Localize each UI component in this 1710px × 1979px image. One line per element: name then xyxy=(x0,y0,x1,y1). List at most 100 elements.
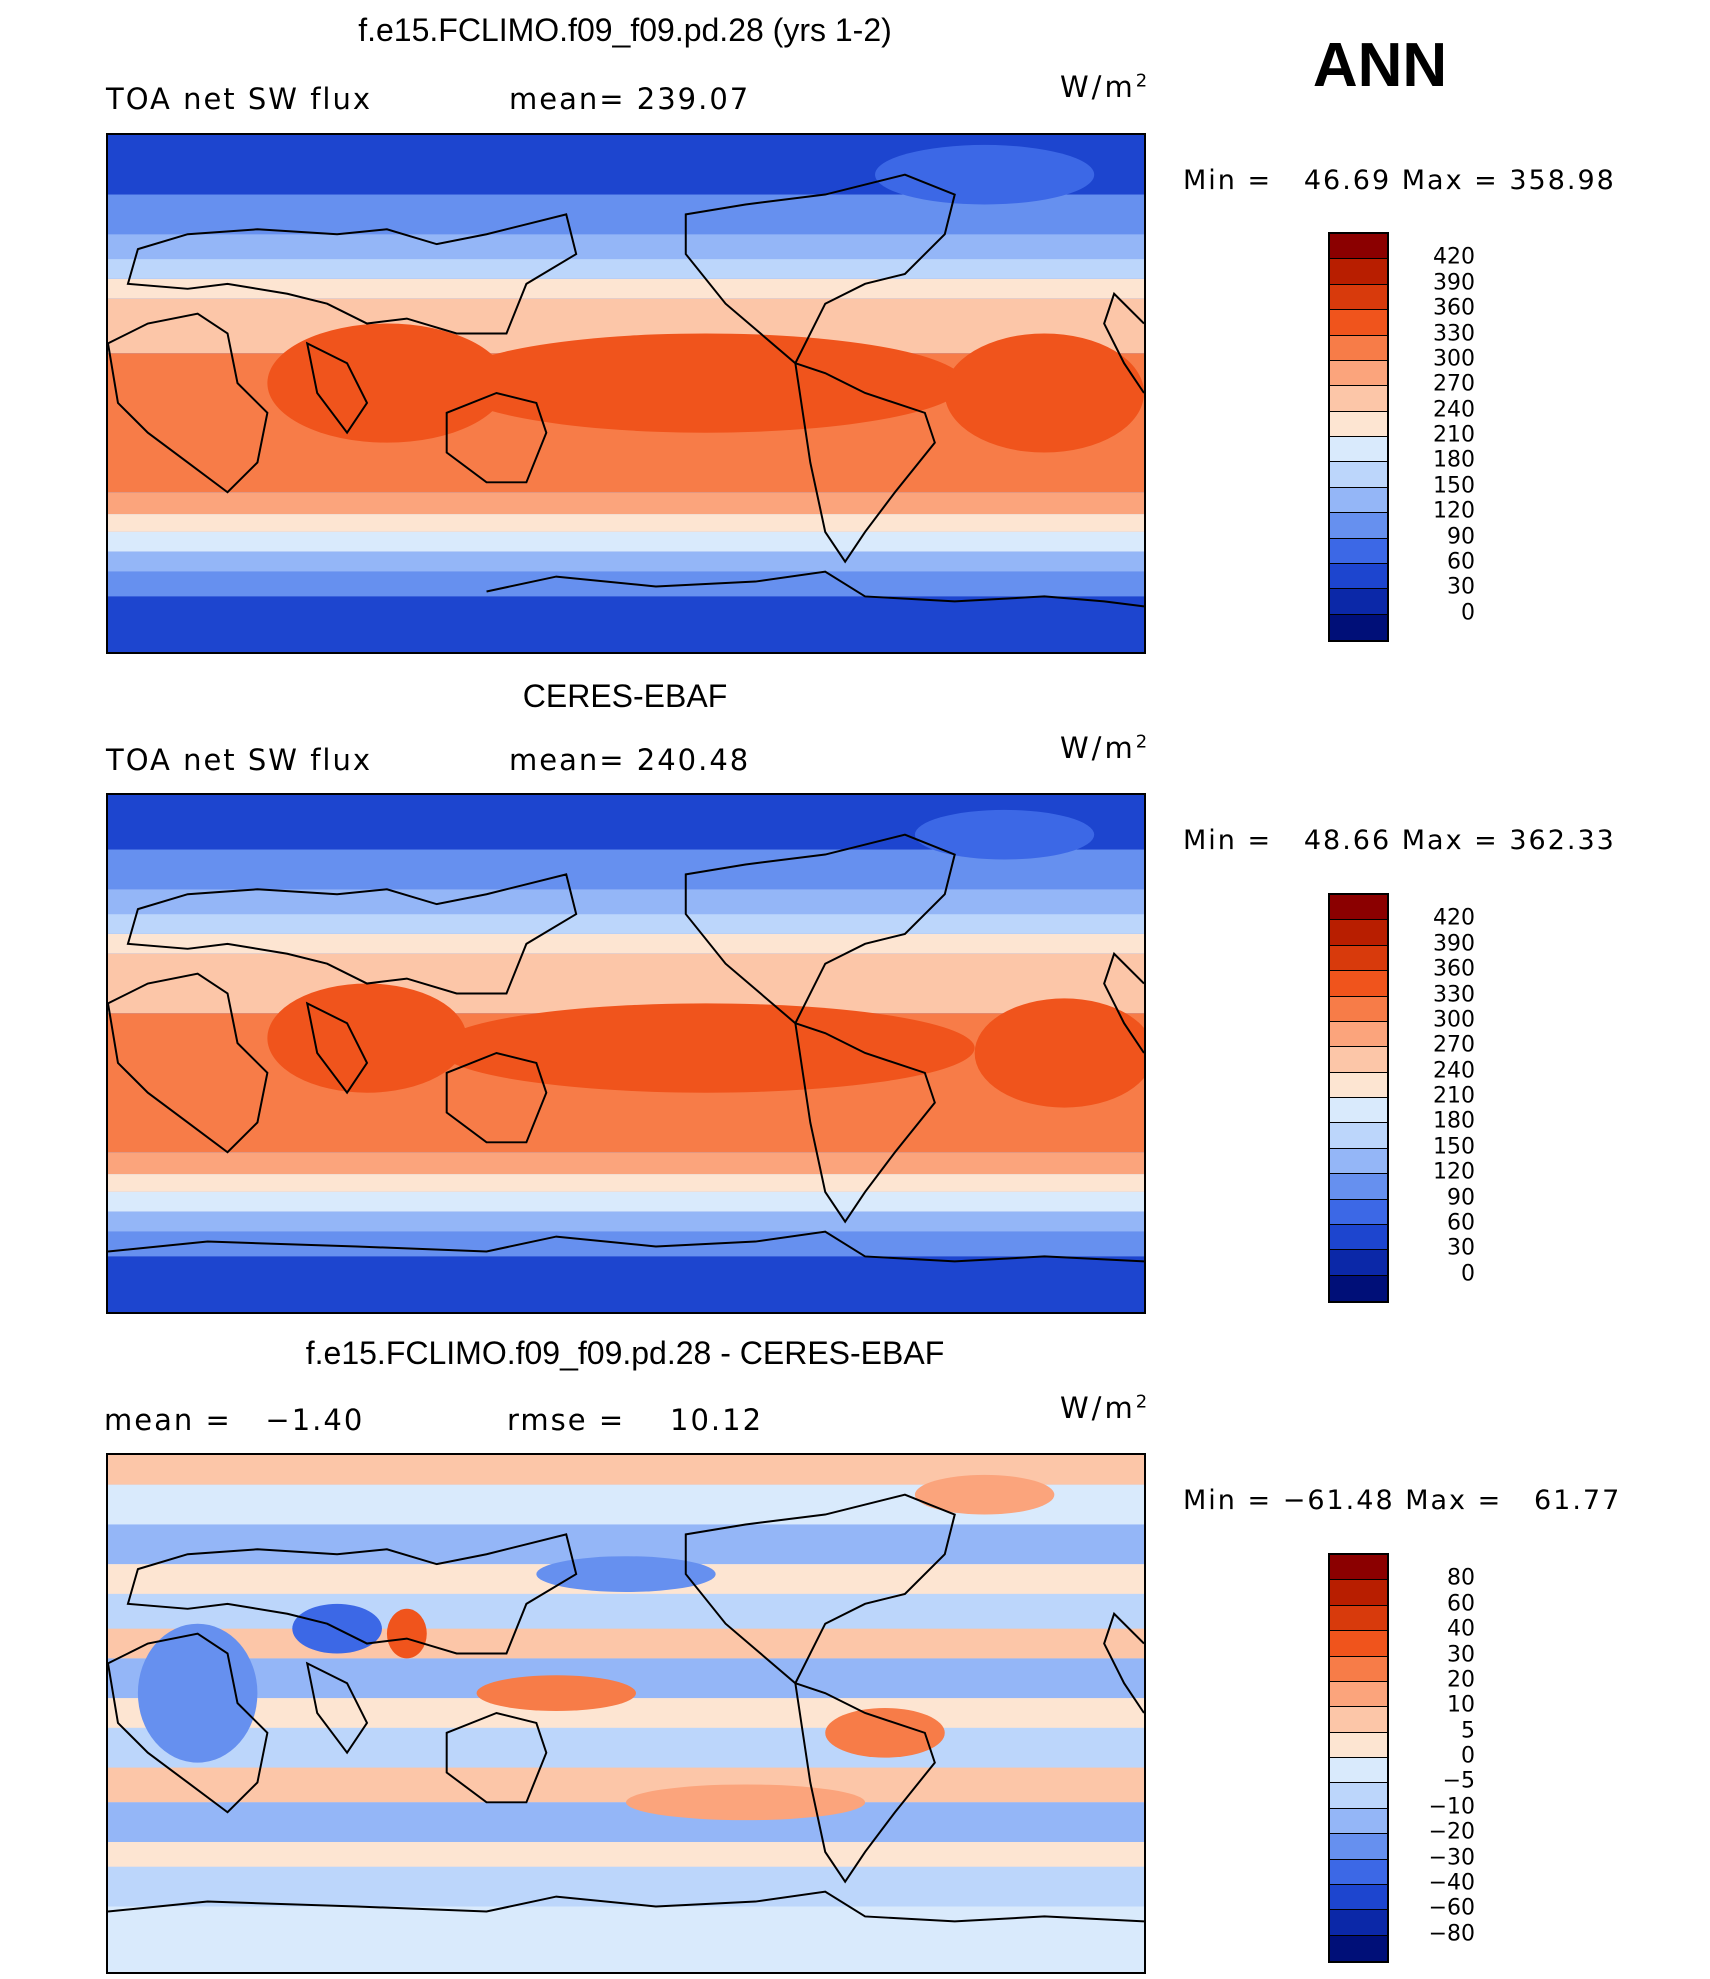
panel-2-colorbar-swatch xyxy=(1330,1021,1387,1048)
panel-2-colorbar-tick-label: 420 xyxy=(1433,905,1475,931)
panel-3-colorbar-tick-label: −10 xyxy=(1428,1794,1475,1820)
panel-3-units: W/m2 xyxy=(1060,1391,1148,1425)
panel-1-colorbar-swatch xyxy=(1330,335,1387,361)
panel-2-colorbar xyxy=(1328,893,1389,1303)
panel-1-colorbar-swatch xyxy=(1330,614,1387,640)
panel-1-colorbar-swatch xyxy=(1330,259,1387,285)
panel-2-colorbar-swatch xyxy=(1330,1123,1387,1149)
panel-2-units: W/m2 xyxy=(1060,731,1148,765)
panel-3-colorbar-tick-label: −30 xyxy=(1428,1845,1475,1870)
panel-3-colorbar xyxy=(1328,1553,1389,1963)
panel-1-colorbar-swatch xyxy=(1330,310,1387,336)
panel-1-colorbar-tick-label: 120 xyxy=(1433,498,1475,524)
panel-1-colorbar-tick-label: 60 xyxy=(1447,549,1475,575)
panel-3-colorbar-swatch xyxy=(1330,1808,1387,1835)
panel-1-colorbar-tick-label: 360 xyxy=(1433,295,1475,321)
panel-2-colorbar-swatch xyxy=(1330,971,1387,997)
panel-1-map xyxy=(106,133,1146,654)
panel-3-minmax: Min = −61.48 Max = 61.77 xyxy=(1183,1485,1622,1516)
panel-1-colorbar-tick-label: 300 xyxy=(1433,346,1475,372)
panel-2-colorbar-tick-label: 300 xyxy=(1433,1007,1475,1033)
panel-2-colorbar-tick-label: 30 xyxy=(1447,1235,1475,1261)
panel-1-colorbar-tick-label: 420 xyxy=(1433,244,1475,270)
panel-2-colorbar-swatch xyxy=(1330,1199,1387,1225)
panel-2-colorbar-tick-label: 0 xyxy=(1461,1261,1475,1287)
panel-3-colorbar-tick-label: 0 xyxy=(1461,1743,1475,1769)
panel-2-colorbar-tick-label: 120 xyxy=(1433,1159,1475,1185)
panel-1-units: W/m2 xyxy=(1060,70,1148,104)
panel-2-colorbar-tick-label: 330 xyxy=(1433,982,1475,1007)
panel-1-colorbar-swatch xyxy=(1330,234,1387,260)
panel-3-colorbar-tick-label: 60 xyxy=(1447,1591,1475,1617)
panel-2-title: CERES-EBAF xyxy=(522,678,728,714)
panel-1-colorbar-tick-label: 30 xyxy=(1447,574,1475,600)
panel-3-colorbar-tick-label: −5 xyxy=(1442,1768,1475,1794)
panel-1-colorbar-swatch xyxy=(1330,487,1387,514)
panel-1-variable-label: TOA net SW flux xyxy=(106,82,373,116)
panel-3-title: f.e15.FCLIMO.f09_f09.pd.28 - CERES-EBAF xyxy=(305,1335,945,1371)
panel-3-colorbar-tick-label: 10 xyxy=(1447,1692,1475,1718)
panel-2-colorbar-tick-label: 240 xyxy=(1433,1058,1475,1084)
panel-2-colorbar-swatch xyxy=(1330,1275,1387,1301)
panel-3-colorbar-swatch xyxy=(1330,1732,1387,1758)
panel-2-colorbar-swatch xyxy=(1330,945,1387,972)
panel-2-colorbar-labels: 420 390 360 330 300 270 240 210 180 150 120 90 60 30 0 xyxy=(1405,893,1475,1303)
panel-2-colorbar-swatch xyxy=(1330,1174,1387,1200)
panel-1-colorbar-swatch xyxy=(1330,360,1387,387)
panel-3-colorbar-swatch xyxy=(1330,1884,1387,1911)
panel-3-colorbar-swatch xyxy=(1330,1935,1387,1961)
panel-1-colorbar-tick-label: 90 xyxy=(1447,524,1475,549)
panel-2-colorbar-tick-label: 150 xyxy=(1433,1134,1475,1160)
panel-2-colorbar-tick-label: 270 xyxy=(1433,1032,1475,1058)
panel-2-colorbar-tick-label: 210 xyxy=(1433,1083,1475,1109)
panel-2-colorbar-tick-label: 360 xyxy=(1433,956,1475,982)
panel-3-colorbar-tick-label: 20 xyxy=(1447,1667,1475,1693)
panel-2-mean-label: mean= 240.48 xyxy=(509,743,751,777)
panel-2-colorbar-tick-label: 180 xyxy=(1433,1108,1475,1134)
panel-1-colorbar xyxy=(1328,232,1389,642)
panel-3-colorbar-tick-label: 5 xyxy=(1461,1718,1475,1744)
panel-2-minmax: Min = 48.66 Max = 362.33 xyxy=(1183,825,1616,856)
panel-1-colorbar-tick-label: 330 xyxy=(1433,321,1475,346)
panel-2-map xyxy=(106,793,1146,1314)
panel-3-colorbar-swatch xyxy=(1330,1631,1387,1657)
panel-3-colorbar-swatch xyxy=(1330,1859,1387,1885)
panel-1-title: f.e15.FCLIMO.f09_f09.pd.28 (yrs 1-2) xyxy=(358,12,892,48)
panel-2-colorbar-swatch xyxy=(1330,1224,1387,1251)
panel-1-colorbar-tick-label: 150 xyxy=(1433,473,1475,499)
panel-2-colorbar-swatch xyxy=(1330,895,1387,921)
panel-1-colorbar-tick-label: 180 xyxy=(1433,447,1475,473)
panel-1-colorbar-swatch xyxy=(1330,563,1387,590)
panel-3-colorbar-tick-label: −80 xyxy=(1428,1921,1475,1947)
season-label: ANN xyxy=(1312,31,1448,100)
panel-2-colorbar-swatch xyxy=(1330,1250,1387,1276)
panel-2-colorbar-swatch xyxy=(1330,996,1387,1022)
panel-3-mean-label: mean = −1.40 xyxy=(104,1403,365,1437)
panel-1-mean-label: mean= 239.07 xyxy=(509,82,751,116)
panel-1-colorbar-tick-label: 0 xyxy=(1461,600,1475,626)
panel-3-colorbar-tick-label: −60 xyxy=(1428,1895,1475,1921)
panel-1-colorbar-swatch xyxy=(1330,284,1387,311)
panel-1-colorbar-swatch xyxy=(1330,538,1387,564)
panel-3-colorbar-swatch xyxy=(1330,1681,1387,1708)
panel-3-colorbar-swatch xyxy=(1330,1783,1387,1809)
panel-1-colorbar-tick-label: 390 xyxy=(1433,270,1475,296)
panel-2-colorbar-tick-label: 390 xyxy=(1433,931,1475,957)
panel-3-colorbar-swatch xyxy=(1330,1580,1387,1606)
panel-2-colorbar-tick-label: 60 xyxy=(1447,1210,1475,1236)
panel-3-colorbar-swatch xyxy=(1330,1707,1387,1733)
panel-2-colorbar-swatch xyxy=(1330,1072,1387,1098)
panel-2-colorbar-swatch xyxy=(1330,1148,1387,1175)
panel-3-colorbar-swatch xyxy=(1330,1605,1387,1632)
panel-1-colorbar-tick-label: 210 xyxy=(1433,422,1475,448)
panel-3-colorbar-labels: 80 60 40 30 20 10 5 0 −5 −10 −20 −30 −40 −60 −80 xyxy=(1405,1553,1475,1963)
panel-3-colorbar-tick-label: 30 xyxy=(1447,1642,1475,1667)
panel-1-colorbar-swatch xyxy=(1330,462,1387,488)
panel-3-colorbar-swatch xyxy=(1330,1910,1387,1936)
panel-3-colorbar-swatch xyxy=(1330,1555,1387,1581)
panel-2-variable-label: TOA net SW flux xyxy=(106,743,373,777)
panel-1-colorbar-swatch xyxy=(1330,437,1387,463)
panel-2-colorbar-swatch xyxy=(1330,1098,1387,1124)
panel-3-colorbar-swatch xyxy=(1330,1656,1387,1682)
panel-1-colorbar-labels: 420 390 360 330 300 270 240 210 180 150 120 90 60 30 0 xyxy=(1405,232,1475,642)
